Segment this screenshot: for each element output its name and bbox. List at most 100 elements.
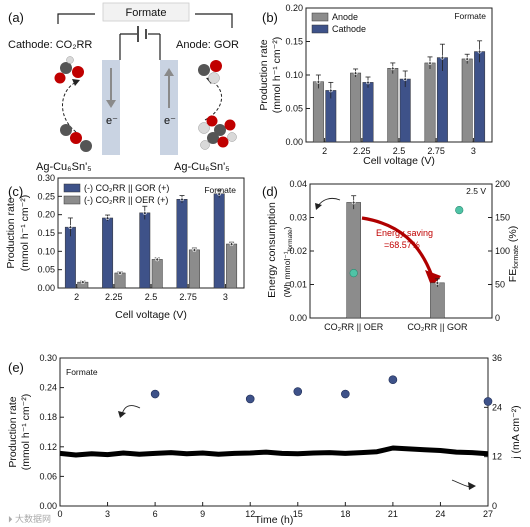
b-replicate-point (403, 77, 408, 81)
e-xtick-label: 3 (105, 509, 110, 519)
d-energy-bar (346, 202, 361, 319)
formate-molecule-anode (198, 60, 222, 84)
panel-c-chart: (c) Formate Cell voltage (V) Production … (5, 173, 245, 321)
energy-saving-arrowhead (425, 270, 441, 288)
c-bar (226, 243, 238, 289)
panel-d-ylabel-line2: (Wh mmol⁻¹formate) (282, 226, 294, 297)
e-xtick-label: 24 (435, 509, 445, 519)
formate-center-label: Formate (126, 7, 167, 19)
panel-d-ylabel-close: ) (282, 226, 292, 229)
b-bar (350, 72, 362, 143)
cathode-reaction-arrowhead (72, 79, 80, 86)
b-xtick-label: 2.5 (393, 146, 406, 156)
c-replicate-point (192, 247, 197, 252)
panel-d-ylabel-right: FEformate (%) (507, 226, 520, 282)
c-ytick-label: 0.15 (37, 228, 55, 238)
e-rate-point (293, 387, 303, 396)
b-ytick-label: 0.00 (285, 137, 303, 147)
panel-e-xlabel: Time (h) (255, 514, 294, 526)
d-ytick-label: 0.03 (289, 213, 307, 223)
panel-b-chart: (b) Formate Cell voltage (V) Production … (258, 3, 493, 167)
b-xtick-label: 2.75 (427, 146, 445, 156)
e-rate-point (150, 389, 160, 399)
d-ytick-label: 0.01 (289, 280, 307, 290)
e-xtick-label: 0 (57, 509, 62, 519)
e-y2tick-label: 12 (492, 452, 502, 462)
panel-a-label: (a) (8, 10, 24, 25)
c-replicate-point (155, 257, 160, 262)
anode-label: Anode: GOR (176, 39, 239, 51)
panel-d-ylabel-right-unit: (%) (507, 226, 519, 245)
d-fe-point (455, 206, 464, 215)
b-bar (362, 82, 374, 143)
energy-saving-value: =68.57% (384, 240, 420, 250)
e-ytick-label: 0.12 (39, 442, 57, 452)
c-ytick-label: 0.05 (37, 265, 55, 275)
b-replicate-point (477, 49, 482, 54)
b-replicate-point (428, 61, 432, 65)
energy-saving-arrow (361, 216, 434, 277)
b-replicate-point (465, 57, 470, 61)
left-axis-pointer-head (315, 203, 322, 210)
b-ytick-label: 0.10 (285, 70, 303, 80)
b-bar (424, 62, 436, 143)
e-ytick-label: 0.06 (39, 471, 57, 481)
d-fe-point (349, 269, 358, 278)
e-rate-point (388, 375, 398, 385)
c-bar (102, 217, 114, 289)
e-ytick-label: 0.24 (39, 383, 57, 393)
c-replicate-point (180, 197, 184, 202)
panel-c-ylabel-line2: (mmol h⁻¹ cm⁻²) (19, 195, 31, 271)
c-xtick-label: 2 (74, 292, 79, 302)
e-rate-point (245, 394, 255, 404)
b-bar (387, 68, 399, 143)
b-legend-label: Cathode (332, 24, 366, 34)
panel-c-ylabel-line1: Production rate (5, 197, 17, 268)
b-xtick-label: 2.25 (353, 146, 371, 156)
b-replicate-point (390, 66, 395, 71)
b-bar (474, 51, 486, 143)
e-xtick-label: 27 (483, 509, 493, 519)
d-ytick-label: 0.02 (289, 246, 307, 256)
c-legend-label: (-) CO₂RR || GOR (+) (84, 183, 169, 193)
panel-b-ylabel-line1: Production rate (258, 39, 270, 110)
panel-e-annotation: Formate (66, 367, 98, 377)
panel-d-ylabel-right-main: FE (507, 269, 519, 282)
b-legend-swatch (311, 12, 329, 22)
panel-d-frame (309, 183, 493, 319)
c-replicate-point (68, 225, 73, 230)
panel-d-ylabel-right-sub: formate (513, 245, 520, 269)
d-xtick-label: CO₂RR || GOR (407, 322, 468, 332)
panel-c-xlabel: Cell voltage (V) (115, 309, 187, 321)
cathode-electron-label: e⁻ (106, 115, 118, 127)
b-ytick-label: 0.05 (285, 104, 303, 114)
c-ytick-label: 0.25 (37, 191, 55, 201)
c-replicate-point (217, 191, 222, 196)
c-xtick-label: 3 (223, 292, 228, 302)
e-y2tick-label: 24 (492, 402, 502, 412)
circuit-wire-right (195, 13, 233, 28)
e-ytick-label: 0.00 (39, 501, 57, 511)
panel-b-ylabel-line2: (mmol h⁻¹ cm⁻²) (271, 37, 283, 113)
e-xtick-label: 15 (293, 509, 303, 519)
anode-catalyst-label: Ag-Cu₆Sn'₅ (174, 161, 230, 173)
c-bar (188, 249, 200, 289)
energy-saving-label: Energy saving (376, 228, 433, 238)
e-xtick-label: 12 (245, 509, 255, 519)
c-xtick-label: 2.25 (105, 292, 123, 302)
panel-d-annotation-voltage: 2.5 V (466, 186, 486, 196)
c-ytick-label: 0.00 (37, 283, 55, 293)
c-bar (151, 259, 163, 289)
d-replicate-point (435, 280, 440, 285)
c-ytick-label: 0.10 (37, 246, 55, 256)
c-xtick-label: 2.75 (179, 292, 197, 302)
e-xtick-label: 9 (200, 509, 205, 519)
e-rate-point (341, 389, 350, 399)
panel-b-annotation: Formate (454, 11, 486, 21)
panel-d-ylabel-line1: Energy consumption (266, 202, 278, 298)
c-replicate-point (229, 242, 234, 246)
co2-molecule (60, 124, 92, 152)
c-replicate-point (118, 271, 122, 275)
e-xtick-label: 21 (388, 509, 398, 519)
